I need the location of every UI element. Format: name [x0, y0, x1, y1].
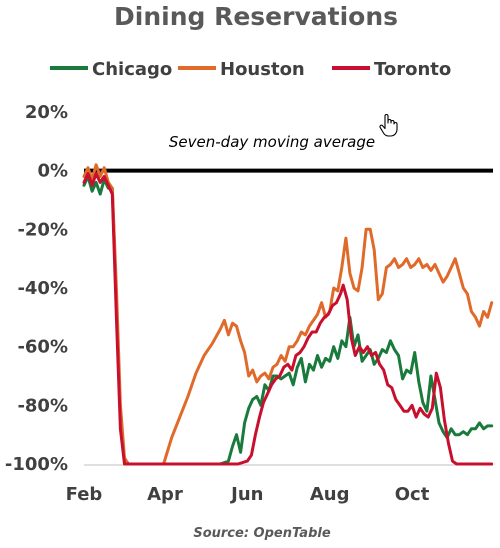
y-tick-label: 0%: [37, 161, 68, 182]
x-axis-ticks: Feb Apr Jun Aug Oct: [66, 484, 430, 505]
y-tick-label: -80%: [17, 395, 68, 416]
series-lines: [82, 163, 494, 466]
series-line-chicago: [82, 175, 494, 466]
series-line-houston: [82, 163, 494, 466]
legend-item-toronto: Toronto: [332, 59, 451, 80]
x-tick-label: Feb: [66, 484, 103, 505]
chart-annotation: Seven-day moving average: [169, 133, 375, 151]
source-note: Source: OpenTable: [193, 526, 330, 541]
x-tick-label: Oct: [395, 484, 430, 505]
hand-cursor-icon: [379, 114, 398, 137]
y-tick-label: 20%: [25, 102, 68, 123]
series-line-toronto: [82, 172, 494, 466]
legend: Chicago Houston Toronto: [50, 59, 451, 80]
x-tick-label: Aug: [310, 484, 350, 505]
y-tick-label: -60%: [17, 337, 68, 358]
y-tick-label: -100%: [5, 454, 68, 475]
y-tick-label: -20%: [17, 219, 68, 240]
legend-label: Toronto: [374, 59, 451, 80]
legend-item-chicago: Chicago: [50, 59, 172, 80]
legend-item-houston: Houston: [178, 59, 305, 80]
chart-title: Dining Reservations: [114, 2, 398, 31]
legend-label: Chicago: [92, 59, 172, 80]
y-axis-ticks: 20% 0% -20% -40% -60% -80% -100%: [5, 102, 68, 475]
legend-label: Houston: [220, 59, 305, 80]
x-tick-label: Apr: [147, 484, 183, 505]
y-tick-label: -40%: [17, 278, 68, 299]
x-tick-label: Jun: [229, 484, 263, 505]
